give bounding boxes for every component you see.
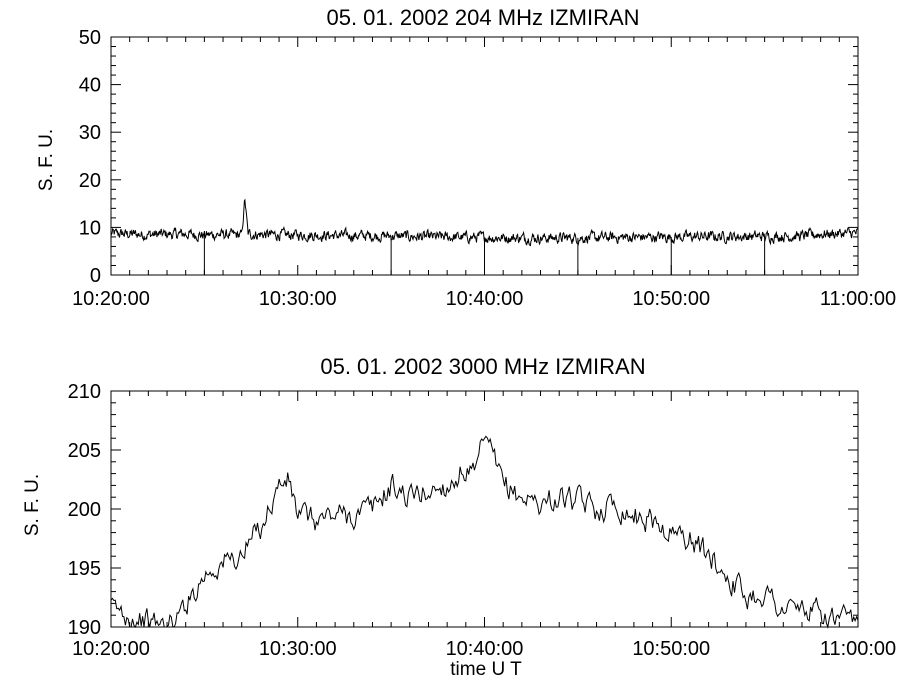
plot-frame [110,390,859,628]
y-tick-label: 195 [68,558,101,580]
x-tick-label: 10:40:00 [446,638,524,660]
y-tick-label: 50 [79,27,101,49]
y-axis-label-204mhz: S. F. U. [36,129,57,191]
data-line [110,435,859,629]
x-tick-label: 10:40:00 [446,288,524,310]
y-tick-label: 200 [68,499,101,521]
chart-title-3000mhz: 05. 01. 2002 3000 MHz IZMIRAN [320,354,645,379]
x-axis-label-3000mhz: time U T [450,659,522,680]
x-tick-label: 10:20:00 [72,638,150,660]
x-tick-label: 10:30:00 [259,288,337,310]
y-axis-label-3000mhz: S. F. U. [22,474,43,536]
x-tick-label: 10:20:00 [72,288,150,310]
y-tick-label: 0 [90,265,101,287]
x-tick-label: 10:50:00 [632,288,710,310]
x-tick-label: 10:50:00 [632,638,710,660]
series-3000mhz [110,435,859,629]
x-tick-label: 10:30:00 [259,638,337,660]
y-tick-label: 205 [68,440,101,462]
axes-204mhz: 10:20:00 10:30:00 10:40:00 10:50:00 11:00:00… [72,27,896,310]
series-204mhz [110,198,859,275]
x-tick-label: 11:00:00 [820,288,896,310]
y-tick-label: 30 [79,122,101,144]
axes-3000mhz: 10:20:00 10:30:00 10:40:00 10:50:00 11:00:00… [68,381,897,660]
y-tick-label: 20 [79,170,101,192]
y-tick-label: 190 [68,617,101,639]
y-tick-label: 10 [79,217,101,239]
y-tick-label: 40 [79,75,101,97]
chart-title-204mhz: 05. 01. 2002 204 MHz IZMIRAN [326,5,639,30]
x-tick-label: 11:00:00 [820,638,896,660]
y-tick-label: 210 [68,381,101,403]
